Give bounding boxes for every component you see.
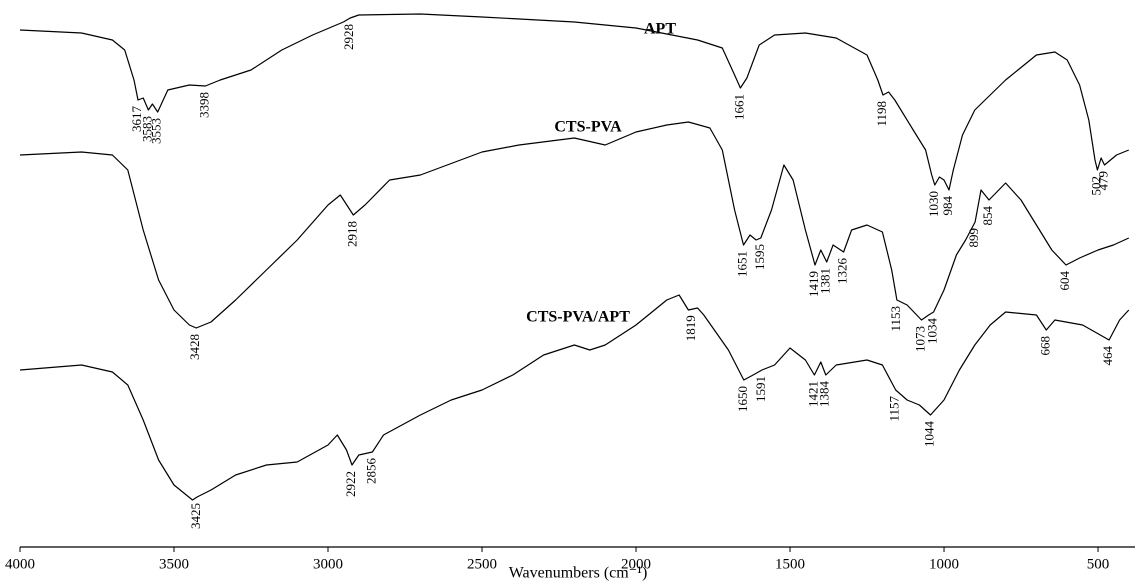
peak-label: 3553 <box>149 118 164 144</box>
peak-label: 3428 <box>187 334 202 360</box>
peak-label: 1326 <box>835 258 850 285</box>
peak-label: 899 <box>966 228 981 248</box>
peak-label: 479 <box>1095 171 1110 191</box>
peak-label: 502 <box>1088 176 1103 196</box>
series-name: APT <box>644 21 676 38</box>
peak-label: 1153 <box>888 306 903 332</box>
series-name: CTS-PVA/APT <box>526 309 630 326</box>
peak-label: 3398 <box>196 92 211 118</box>
spectrum-line <box>19 121 1130 329</box>
x-tick-label: 2500 <box>467 556 497 572</box>
peak-label: 1034 <box>925 318 940 345</box>
peak-label: 1384 <box>817 381 832 408</box>
peak-label: 3617 <box>129 106 144 133</box>
peak-label: 464 <box>1100 346 1115 366</box>
peak-label: 3583 <box>139 116 154 142</box>
peak-label: 3425 <box>188 503 203 529</box>
peak-label: 668 <box>1037 336 1052 356</box>
x-tick-label: 2000 <box>621 556 651 572</box>
peak-label: 2922 <box>343 471 358 497</box>
peak-label: 1651 <box>735 251 750 277</box>
peak-label: 1030 <box>926 191 941 217</box>
peak-label: 2928 <box>341 24 356 50</box>
peak-label: 1073 <box>913 326 928 352</box>
peak-label: 1157 <box>887 396 902 422</box>
peak-label: 1650 <box>735 386 750 412</box>
peak-label: 1591 <box>753 376 768 402</box>
x-axis-label: Wavenumbers (cm⁻¹) <box>509 565 648 582</box>
x-tick-label: 4000 <box>5 556 35 572</box>
peak-label: 1198 <box>874 101 889 127</box>
peak-label: 2918 <box>344 221 359 247</box>
x-tick-label: 500 <box>1087 556 1110 572</box>
peak-label: 1419 <box>806 271 821 297</box>
peak-label: 604 <box>1057 271 1072 291</box>
peak-label: 984 <box>940 196 955 216</box>
x-tick-label: 1000 <box>929 556 959 572</box>
peak-label: 2856 <box>363 458 378 485</box>
spectrum-line <box>19 13 1130 191</box>
peak-label: 1044 <box>921 421 936 448</box>
peak-label: 1661 <box>731 94 746 120</box>
x-tick-label: 3500 <box>159 556 189 572</box>
spectrum-line <box>19 294 1130 501</box>
peak-label: 1595 <box>752 244 767 270</box>
peak-label: 1381 <box>818 268 833 294</box>
x-tick-label: 3000 <box>313 556 343 572</box>
x-tick-label: 1500 <box>775 556 805 572</box>
peak-label: 1421 <box>805 381 820 407</box>
series-name: CTS-PVA <box>554 119 622 136</box>
peak-label: 1819 <box>683 315 698 341</box>
peak-label: 854 <box>980 206 995 226</box>
